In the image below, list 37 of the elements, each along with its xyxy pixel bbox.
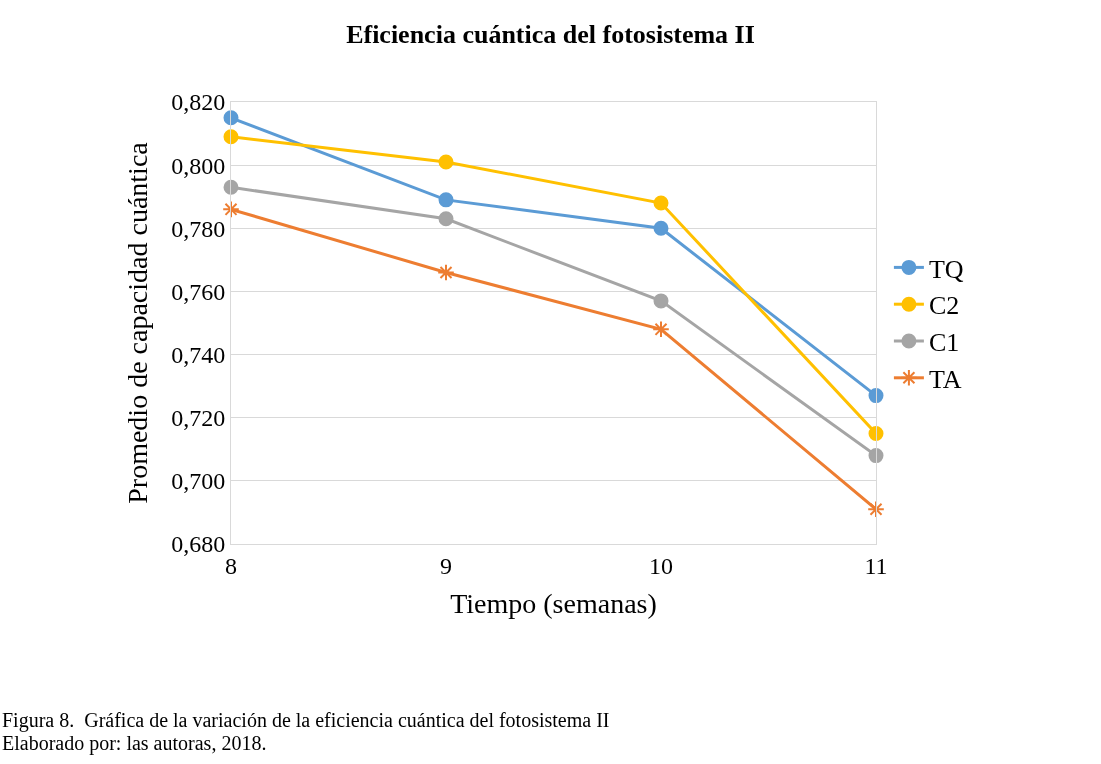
- point: [867, 500, 885, 519]
- point: [653, 195, 669, 211]
- point: [653, 220, 669, 236]
- y-axis-title: Promedio de capacidad cuántica: [121, 141, 153, 504]
- x-tick-label: 10: [649, 552, 673, 579]
- text: Figura 8. Gráfica de la variación de la eficiencia cuántica del fotosistema II: [2, 709, 610, 732]
- x-tick-label: 9: [440, 552, 452, 579]
- point: [868, 388, 884, 404]
- x-tick-label: 8: [225, 552, 237, 579]
- x-tick-label: 11: [864, 552, 888, 579]
- y-tick-label: 0,700: [171, 468, 226, 495]
- chart-title: Eficiencia cuántica del fotosistema II: [346, 20, 755, 50]
- point: [438, 192, 454, 208]
- point: [868, 448, 884, 464]
- point: [222, 200, 240, 219]
- legend-label: C2: [928, 291, 960, 321]
- legend-label: TQ: [928, 254, 964, 284]
- x-axis-title: Tiempo (semanas): [450, 587, 657, 619]
- point: [223, 129, 239, 145]
- legend-label: TA: [928, 364, 962, 394]
- y-tick-label: 0,760: [171, 278, 226, 305]
- point: [438, 154, 454, 170]
- point: [223, 179, 239, 195]
- y-tick-label: 0,680: [171, 531, 226, 558]
- text: Elaborado por: las autoras, 2018.: [2, 732, 267, 755]
- y-tick-label: 0,740: [171, 341, 226, 368]
- point: [438, 211, 454, 227]
- y-tick-label: 0,780: [171, 215, 226, 242]
- point: [437, 263, 455, 282]
- point: [868, 426, 884, 441]
- y-tick-label: 0,720: [171, 405, 226, 432]
- point: [653, 293, 669, 309]
- legend-label: C1: [928, 328, 960, 358]
- y-tick-label: 0,820: [171, 89, 226, 116]
- y-tick-label: 0,800: [171, 152, 226, 179]
- point: [652, 320, 670, 339]
- point: [223, 110, 239, 126]
